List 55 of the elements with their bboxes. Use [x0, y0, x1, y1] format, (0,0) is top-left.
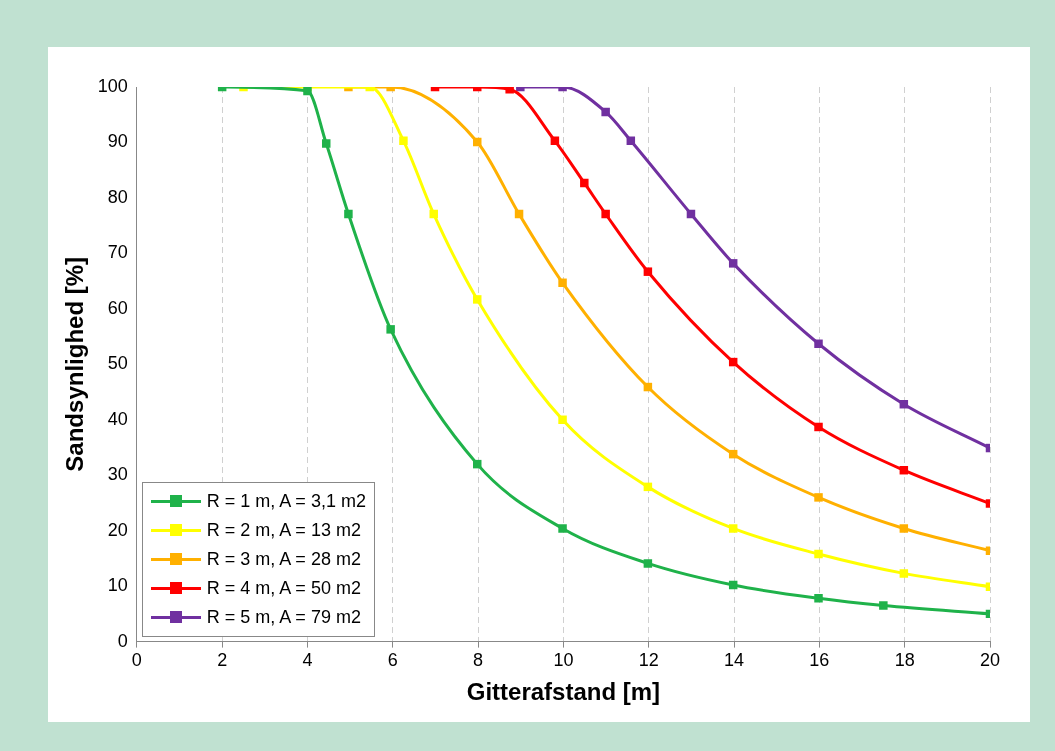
- point: [321, 139, 331, 148]
- point: [580, 178, 589, 188]
- y-tick-label: 70: [107, 242, 128, 263]
- x-tick-label: 6: [387, 650, 398, 671]
- point: [601, 209, 610, 219]
- point: [899, 524, 909, 533]
- y-tick-label: 0: [117, 630, 128, 651]
- x-tick-label: 4: [302, 650, 313, 671]
- point: [643, 559, 653, 568]
- x-tick-label: 20: [979, 650, 1001, 671]
- x-tick-label: 10: [553, 650, 574, 671]
- point: [728, 524, 738, 533]
- legend-label: R = 5 m, A = 79 m2: [206, 606, 361, 628]
- y-tick-label: 10: [107, 575, 128, 596]
- legend-label: R = 4 m, A = 50 m2: [206, 577, 361, 599]
- point: [728, 259, 738, 268]
- y-tick-label: 30: [107, 464, 128, 485]
- y-tick-label: 20: [107, 519, 128, 540]
- point: [814, 594, 823, 603]
- point: [643, 267, 653, 276]
- point: [505, 87, 514, 94]
- point: [879, 601, 888, 610]
- y-tick-label: 100: [97, 75, 128, 96]
- point: [814, 549, 823, 559]
- point: [814, 339, 823, 349]
- point: [814, 493, 823, 502]
- legend-label: R = 2 m, A = 13 m2: [206, 519, 361, 541]
- y-tick-label: 90: [107, 131, 128, 152]
- y-axis-title: Sandsynlighed [%]: [61, 256, 89, 472]
- point: [601, 107, 610, 117]
- x-tick-label: 2: [217, 650, 228, 671]
- x-tick-label: 18: [894, 650, 915, 671]
- y-tick-label: 50: [107, 353, 128, 374]
- x-axis-title: Gitterafstand [m]: [466, 678, 661, 706]
- y-tick-label: 40: [107, 408, 128, 429]
- legend-label: R = 3 m, A = 28 m2: [206, 548, 361, 570]
- point: [558, 415, 567, 424]
- point: [473, 295, 482, 304]
- point: [814, 422, 823, 432]
- x-tick-label: 0: [131, 650, 142, 671]
- x-tick-label: 8: [473, 650, 484, 671]
- legend-label: R = 1 m, A = 3,1 m2: [206, 490, 366, 512]
- x-tick-label: 16: [809, 650, 830, 671]
- point: [558, 524, 567, 533]
- point: [429, 209, 438, 219]
- point: [558, 278, 567, 288]
- point: [399, 136, 408, 146]
- x-tick-label: 12: [638, 650, 659, 671]
- point: [303, 87, 312, 96]
- point: [899, 569, 909, 578]
- x-tick-label: 14: [724, 650, 745, 671]
- y-tick-label: 60: [107, 297, 128, 318]
- y-tick-label: 80: [107, 186, 128, 207]
- point: [344, 209, 353, 219]
- point: [386, 325, 395, 334]
